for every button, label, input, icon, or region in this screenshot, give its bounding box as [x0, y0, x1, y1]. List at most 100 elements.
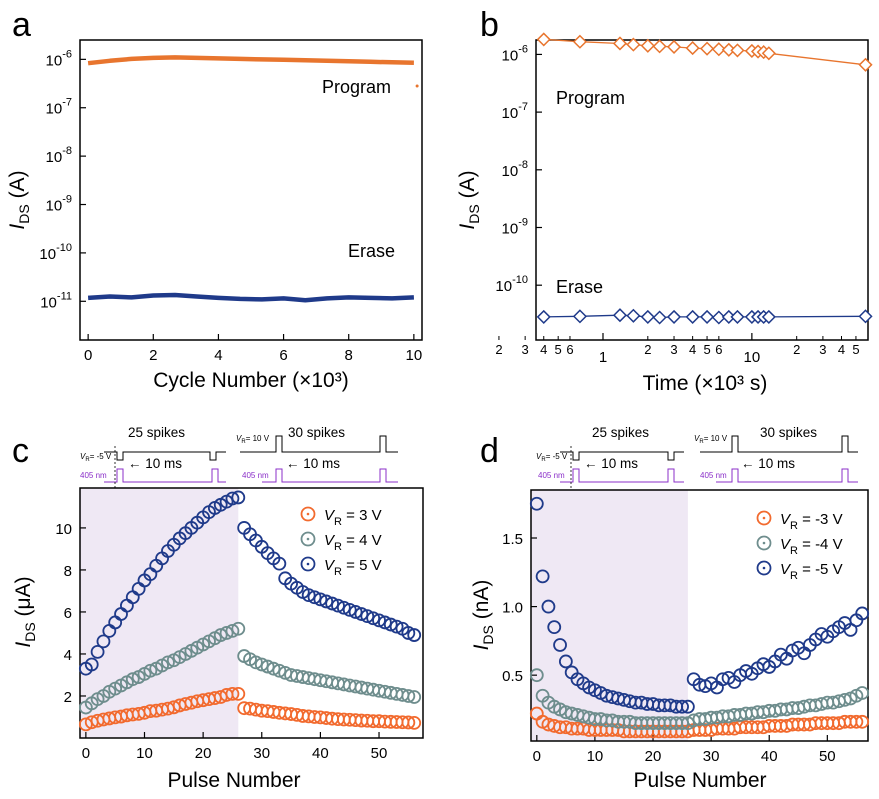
panel-a-erase-label: Erase	[348, 241, 395, 261]
panel-b-letter: b	[480, 6, 499, 44]
panel-d-light-pulse-1	[560, 468, 684, 483]
panel-b-x-ticks: 1 102 3 4 5 6 2 3 4 5 6 2 3 4 5	[495, 333, 860, 366]
panel-c-gate-pulse-2	[200, 451, 226, 461]
panel-b-program-marker	[612, 36, 628, 51]
panel-b-y-ticks: 10-6 10-7 10-8 10-9 10-10	[495, 43, 542, 295]
panel-d-light-1: 405 nm	[538, 471, 565, 480]
panel-b-erase-marker	[711, 310, 726, 325]
panel-c-plot-frame	[79, 487, 424, 739]
panel-c-y-tick-label: 4	[64, 647, 72, 664]
panel-b-x-axis-title: Time (×10³ s)	[643, 372, 768, 395]
panel-b-erase-marker	[666, 309, 682, 324]
panel-c-point-series-2	[319, 594, 334, 609]
panel-c-y-ticks: 2 4 6 8 10	[55, 521, 86, 706]
panel-b-x-major-label: 10	[744, 349, 761, 366]
panel-d-legend-label: VR = -3 V	[780, 511, 843, 532]
panel-c-point-series-2	[225, 491, 240, 506]
panel-d-y-axis-title: IDS (nA)	[470, 580, 496, 651]
panel-b-program-marker	[536, 32, 551, 47]
panel-c-point-series-1	[125, 672, 140, 687]
panel-c-point-series-2	[389, 619, 404, 634]
panel-d-legend-label: VR = -5 V	[780, 561, 843, 582]
panel-b-program-marker	[721, 42, 736, 57]
panel-a-x-ticks: 0 2 4 6 8 10	[84, 334, 422, 364]
panel-c-point-series-0	[225, 686, 240, 701]
panel-b-x-major-label: 1	[599, 349, 607, 366]
panel-a: a 10-6 10-7 10-8 10-9 10-10 10-11 0 2 4 6 8 10 Pro…	[6, 6, 423, 392]
panel-b-program-marker	[652, 39, 667, 54]
panel-c-point-series-1	[272, 663, 287, 678]
panel-b-erase-marker	[640, 309, 655, 324]
panel-b-x-minor-label: 3	[522, 342, 529, 357]
panel-b-y-tick-label: 10-7	[502, 101, 528, 122]
panel-a-y-tick-label: 10-11	[40, 290, 72, 311]
panel-b-program-marker	[761, 46, 776, 61]
panel-b-y-axis-title: IDS (A)	[456, 170, 482, 229]
panel-d-point-series-0	[855, 714, 870, 729]
panel-d-point-series-1	[855, 686, 870, 700]
panel-d-legend: VR = -3 V VR = -4 V VR = -5 V	[756, 510, 843, 582]
panel-b-x-minor-label: 3	[819, 342, 826, 357]
panel-a-x-axis-title: Cycle Number (×10³)	[153, 369, 348, 392]
panel-c-vr-2: VR= 10 V	[236, 434, 270, 445]
panel-a-outlier-point	[415, 84, 419, 88]
panel-d-x-tick-label: 50	[819, 748, 836, 765]
panel-b-program-marker	[666, 39, 682, 54]
panel-c-point-series-2	[96, 634, 111, 649]
panel-b-y-tick-label: 10-9	[502, 217, 528, 238]
panel-c-point-series-1	[248, 655, 263, 670]
panel-c-point-series-2	[90, 644, 105, 659]
panel-c-x-ticks: 0 10 20 30 40 50	[82, 732, 387, 762]
panel-d-x-axis-title: Pulse Number	[633, 769, 766, 792]
panel-c-spikes-2: 30 spikes	[288, 425, 345, 440]
panel-c-point-series-2	[354, 607, 369, 621]
panel-c-point-series-2	[84, 657, 99, 672]
panel-c-legend-marker-dot	[306, 537, 310, 541]
panel-c-point-series-1	[161, 655, 175, 670]
panel-c-point-series-2	[366, 611, 381, 626]
panel-c-x-tick-label: 0	[82, 745, 90, 762]
panel-d-spikes-2: 30 spikes	[760, 425, 817, 440]
panel-d-series	[529, 496, 870, 739]
panel-a-y-axis-title: IDS (A)	[6, 170, 32, 229]
panel-d-y-ticks: 0.5 1.0 1.5	[502, 531, 537, 685]
panel-d-spikes-1: 25 spikes	[592, 425, 649, 440]
panel-d: d 25 spikes 30 spikes ← 10 ms ← 10 ms VR…	[470, 425, 870, 792]
panel-c-point-series-1	[219, 626, 234, 640]
panel-c-legend-marker	[300, 506, 316, 522]
panel-c-dt-2: ← 10 ms	[286, 456, 340, 471]
panel-c-point-series-2	[272, 556, 287, 571]
panel-a-x-tick-label: 4	[214, 347, 222, 364]
panel-c-point-series-1	[225, 623, 240, 638]
panel-d-vr-1: VR= -5 V	[536, 452, 568, 463]
panel-b-series	[536, 32, 873, 325]
panel-b-y-tick-label: 10-6	[502, 43, 528, 64]
panel-d-point-series-1	[837, 692, 852, 707]
panel-b-program-marker	[858, 57, 873, 72]
panel-b-x-minor-label: 6	[715, 342, 722, 357]
panel-d-legend-marker	[756, 560, 772, 576]
panel-c-point-series-2	[301, 588, 316, 603]
panel-b-erase-marker	[858, 309, 873, 324]
panel-c-light-pulse-1	[104, 468, 226, 483]
panel-b-erase-marker	[612, 308, 628, 323]
panel-c-x-axis-title: Pulse Number	[167, 769, 300, 792]
panel-c-point-series-0	[401, 715, 416, 730]
panel-b-x-minor-label: 4	[540, 342, 547, 357]
panel-c-legend: VR = 3 V VR = 4 V VR = 5 V	[300, 506, 382, 578]
panel-d-vr-2: VR= 10 V	[694, 434, 728, 445]
panel-d-point-series-2	[680, 699, 695, 714]
panel-d-x-tick-label: 0	[533, 748, 541, 765]
panel-d-letter: d	[480, 432, 499, 470]
panel-c-point-series-2	[372, 613, 386, 628]
panel-a-y-tick-label: 10-9	[46, 194, 72, 215]
panel-d-point-series-2	[529, 496, 544, 511]
panel-d-legend-label: VR = -4 V	[780, 536, 843, 557]
panel-c-x-tick-label: 30	[253, 745, 270, 762]
panel-b-erase-marker	[699, 309, 715, 324]
panel-c-point-series-2	[307, 590, 322, 605]
panel-d-x-tick-label: 20	[645, 748, 662, 765]
panel-d-point-series-2	[547, 620, 562, 635]
panel-b-x-minor-label: 4	[838, 342, 845, 357]
